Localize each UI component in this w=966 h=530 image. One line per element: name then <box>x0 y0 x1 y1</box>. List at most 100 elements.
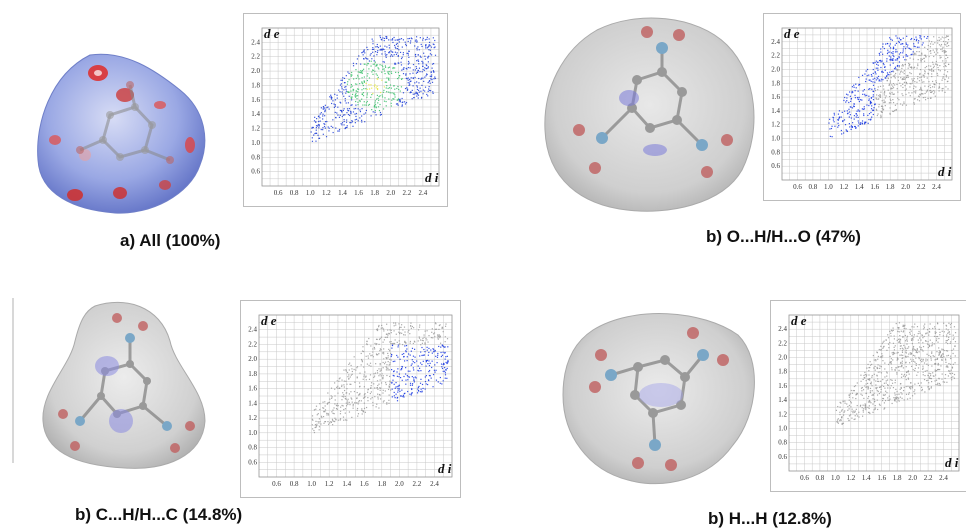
fingerprint-point <box>902 86 904 89</box>
fingerprint-point <box>867 363 869 366</box>
fingerprint-point <box>384 336 386 338</box>
fingerprint-point <box>920 59 922 62</box>
fingerprint-point <box>376 46 378 48</box>
fingerprint-point <box>393 85 395 87</box>
fingerprint-point <box>431 67 433 69</box>
fingerprint-point <box>905 352 907 354</box>
fingerprint-point <box>882 85 884 87</box>
fingerprint-point <box>934 91 936 93</box>
fingerprint-point <box>902 43 904 45</box>
fingerprint-point <box>931 86 934 88</box>
fingerprint-point <box>390 389 392 391</box>
fingerprint-point <box>923 335 925 338</box>
fingerprint-point <box>383 68 385 70</box>
fingerprint-point <box>901 365 903 368</box>
fingerprint-point <box>411 392 413 394</box>
fingerprint-point <box>373 85 376 87</box>
fingerprint-point <box>370 355 372 357</box>
fingerprint-point <box>924 323 926 325</box>
fingerprint-point <box>376 64 378 66</box>
fingerprint-point <box>382 68 384 70</box>
fingerprint-point <box>887 89 889 91</box>
fingerprint-point <box>343 89 345 91</box>
fingerprint-point <box>388 66 391 68</box>
fingerprint-point <box>426 339 428 341</box>
fingerprint-point <box>355 402 357 404</box>
fingerprint-point <box>879 365 881 367</box>
fingerprint-point <box>405 373 407 375</box>
fingerprint-point <box>356 377 358 379</box>
fingerprint-point <box>933 83 935 85</box>
fingerprint-point <box>378 383 380 385</box>
fingerprint-point <box>872 394 874 396</box>
fingerprint-point <box>905 88 907 90</box>
fingerprint-point <box>887 43 889 45</box>
fingerprint-point <box>939 55 941 57</box>
fingerprint-point <box>935 362 937 365</box>
fingerprint-point <box>894 397 897 399</box>
fingerprint-point <box>880 61 882 63</box>
fingerprint-point <box>952 376 954 378</box>
fingerprint-point <box>363 386 365 388</box>
fingerprint-point <box>328 423 330 425</box>
fingerprint-point <box>941 373 943 375</box>
fingerprint-point <box>387 334 389 336</box>
fingerprint-point <box>382 341 384 343</box>
fingerprint-point <box>374 61 377 63</box>
fingerprint-point <box>910 352 913 354</box>
fingerprint-point <box>310 131 312 133</box>
fingerprint-point <box>930 50 932 52</box>
fingerprint-point <box>350 397 352 399</box>
fingerprint-point <box>365 376 367 378</box>
fingerprint-point <box>382 367 384 369</box>
fingerprint-point <box>838 116 841 118</box>
fingerprint-point <box>882 378 884 381</box>
fingerprint-point <box>418 326 421 328</box>
fingerprint-point <box>881 342 883 345</box>
fingerprint-point <box>361 71 363 73</box>
fingerprint-point <box>894 66 897 68</box>
fingerprint-point <box>385 100 387 103</box>
fingerprint-point <box>914 383 916 385</box>
fingerprint-point <box>368 77 371 79</box>
fingerprint-point <box>936 63 938 66</box>
fingerprint-point <box>367 391 369 393</box>
fingerprint-point <box>837 405 839 408</box>
fingerprint-point <box>421 71 423 73</box>
fingerprint-point <box>873 107 875 109</box>
fingerprint-point <box>341 110 343 112</box>
fingerprint-point <box>433 47 435 49</box>
fingerprint-point <box>893 353 895 355</box>
fingerprint-point <box>370 60 372 62</box>
fingerprint-point <box>357 101 359 103</box>
fingerprint-point <box>906 83 908 85</box>
fingerprint-point <box>340 79 342 81</box>
fingerprint-point <box>320 128 322 131</box>
fingerprint-point <box>401 97 403 100</box>
fingerprint-point <box>412 355 415 357</box>
fingerprint-point <box>848 419 850 421</box>
fingerprint-point <box>345 75 347 77</box>
fingerprint-point <box>863 113 865 115</box>
y-tick-label: 2.0 <box>778 354 787 362</box>
fingerprint-point <box>922 358 924 360</box>
fingerprint-point <box>901 93 903 95</box>
fingerprint-point <box>869 378 871 380</box>
fingerprint-point <box>431 331 433 333</box>
fingerprint-point <box>901 104 904 106</box>
fingerprint-point <box>907 355 909 358</box>
fingerprint-point <box>384 390 386 392</box>
fingerprint-point <box>408 329 410 331</box>
hirshfeld-surface-h-h <box>562 313 755 485</box>
fingerprint-point <box>876 63 878 65</box>
fingerprint-point <box>895 398 897 400</box>
fingerprint-point <box>899 383 902 385</box>
fingerprint-point <box>921 81 923 83</box>
fingerprint-point <box>857 98 859 100</box>
fingerprint-point <box>357 76 359 78</box>
fingerprint-point <box>880 115 882 118</box>
fingerprint-point <box>413 381 415 383</box>
fingerprint-point <box>409 384 412 386</box>
fingerprint-point <box>400 38 403 40</box>
fingerprint-point <box>316 414 318 416</box>
